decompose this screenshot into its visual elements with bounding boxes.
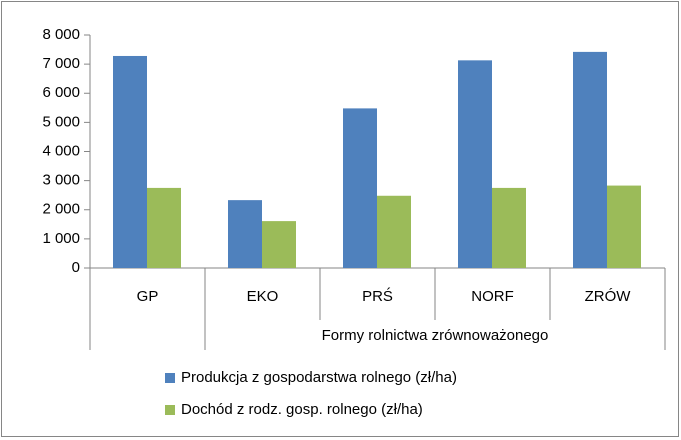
x-tick-label: PRŚ — [362, 287, 393, 305]
bar — [262, 221, 296, 268]
bar — [607, 185, 641, 268]
y-tick-label: 1 000 — [42, 230, 80, 247]
bar — [113, 55, 147, 268]
y-tick-label: 3 000 — [42, 172, 80, 189]
x-tick-label: NORF — [471, 288, 514, 305]
legend-swatch — [165, 405, 175, 415]
y-tick-label: 8 000 — [42, 26, 80, 43]
legend-label: Produkcja z gospodarstwa rolnego (zł/ha) — [181, 369, 457, 386]
x-tick-label: EKO — [247, 288, 279, 305]
y-tick-label: 0 — [72, 259, 80, 276]
bar — [377, 195, 411, 268]
x-tick-label: ZRÓW — [585, 288, 632, 305]
bar — [492, 187, 526, 268]
bar — [147, 187, 181, 268]
bar — [343, 108, 377, 269]
y-tick-label: 4 000 — [42, 142, 80, 159]
bar — [458, 60, 492, 269]
y-tick-label: 2 000 — [42, 201, 80, 218]
x-group-label: Formy rolnictwa zrównoważonego — [322, 327, 549, 344]
legend-swatch — [165, 373, 175, 383]
y-tick-label: 7 000 — [42, 55, 80, 72]
x-tick-label: GP — [137, 288, 159, 305]
legend-label: Dochód z rodz. gosp. rolnego (zł/ha) — [181, 401, 423, 418]
bar — [228, 200, 262, 268]
y-tick-label: 5 000 — [42, 113, 80, 130]
bar — [573, 51, 607, 268]
y-tick-label: 6 000 — [42, 84, 80, 101]
